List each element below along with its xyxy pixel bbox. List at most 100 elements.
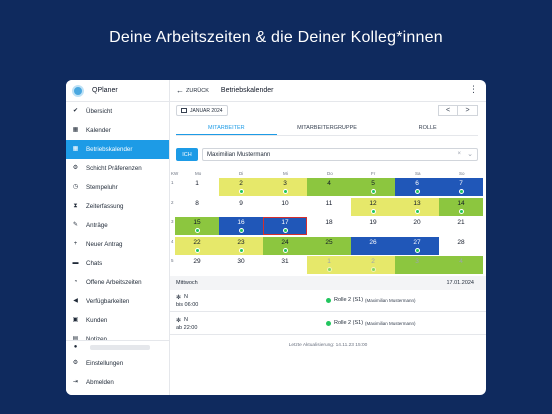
day-number: 26 (369, 238, 377, 246)
day-number: 13 (413, 199, 421, 207)
calendar-day[interactable]: 31 (263, 256, 307, 274)
sidebar-item-anträge[interactable]: ✎ Anträge (66, 216, 169, 235)
calendar-day[interactable]: 13 (395, 197, 439, 216)
role-name: Rolle 2 (S1) (334, 320, 364, 326)
sidebar-item-label: Verfügbarkeiten (86, 298, 130, 305)
calendar-day[interactable]: 3 (395, 256, 439, 274)
sidebar-item-stempeluhr[interactable]: ◷ Stempeluhr (66, 178, 169, 197)
calendar-day[interactable]: 26 (351, 236, 395, 255)
calendar-day[interactable]: 7 (439, 178, 483, 196)
next-month-button[interactable]: > (458, 105, 478, 116)
calendar-day[interactable]: 9 (219, 198, 263, 216)
calendar-day[interactable]: 16 (219, 217, 263, 235)
sidebar-item-chats[interactable]: ▬ Chats (66, 254, 169, 273)
clear-icon[interactable]: × (457, 151, 461, 157)
weekday-header: Fr (371, 171, 376, 176)
calendar-day[interactable]: 27 (395, 236, 439, 255)
calendar-day[interactable]: 19 (351, 217, 395, 235)
me-button[interactable]: ICH (176, 148, 198, 161)
sidebar-item-label: Kunden (86, 317, 108, 324)
shift-role: Rolle 2 (S1) (Maximilian Mustermann) (326, 320, 416, 326)
sidebar-item-einstellungen[interactable]: ⚙ Einstellungen (66, 354, 170, 373)
calendar-day[interactable]: 28 (439, 237, 483, 255)
prev-month-button[interactable]: < (438, 105, 458, 116)
user-row[interactable]: ● (66, 340, 170, 354)
calendar-day[interactable]: 23 (219, 236, 263, 255)
sidebar-footer-nav: ⚙ Einstellungen ⇥ Abmelden (66, 354, 170, 392)
calendar-day[interactable]: 3 (263, 178, 307, 196)
calendar-day[interactable]: 15 (175, 217, 219, 235)
sidebar-item-kalender[interactable]: ▦ Kalender (66, 121, 169, 140)
calendar-day[interactable]: 1 (175, 178, 219, 196)
chat-icon: ▬ (72, 260, 79, 266)
shift-code: N (184, 294, 188, 300)
calendar-day[interactable]: 4 (439, 256, 483, 274)
sidebar-item-übersicht[interactable]: ✔ Übersicht (66, 102, 169, 121)
day-number: 15 (193, 219, 201, 226)
user-name-placeholder (90, 345, 150, 350)
chevron-down-icon[interactable]: ⌄ (467, 151, 473, 158)
calendar-day[interactable]: 2 (219, 178, 263, 196)
day-number: 8 (195, 199, 199, 207)
employee-select[interactable]: Maximilian Mustermann × ⌄ (202, 148, 478, 161)
tab-rolle[interactable]: ROLLE (418, 125, 437, 131)
sidebar-item-schicht-präferenzen[interactable]: ⚙ Schicht Präferenzen (66, 159, 169, 178)
day-number: 2 (239, 180, 243, 187)
day-number: 19 (369, 219, 377, 226)
calendar-day[interactable]: 25 (307, 236, 351, 255)
sidebar-item-abmelden[interactable]: ⇥ Abmelden (66, 373, 170, 392)
week-number: 2 (171, 199, 174, 205)
day-number: 12 (369, 199, 377, 207)
day-number: 3 (283, 180, 287, 187)
calendar-day[interactable]: 20 (395, 217, 439, 235)
sidebar-item-verfügbarkeiten[interactable]: ◀ Verfügbarkeiten (66, 292, 169, 311)
calendar-day[interactable]: 8 (175, 198, 219, 216)
app-name: QPlaner (92, 87, 118, 94)
customers-icon: ▣ (72, 317, 79, 323)
tab-mitarbeitergruppe[interactable]: MITARBEITERGRUPPE (297, 125, 357, 131)
calendar-day[interactable]: 21 (439, 217, 483, 235)
calendar-day[interactable]: 6 (395, 178, 439, 196)
sidebar-item-kunden[interactable]: ▣ Kunden (66, 311, 169, 330)
month-picker-button[interactable]: JANUAR 2024 (176, 105, 228, 116)
sidebar-item-betriebskalender[interactable]: ▦ Betriebskalender (66, 140, 169, 159)
calendar-day[interactable]: 4 (307, 178, 351, 196)
shift-dot-icon (414, 189, 420, 194)
calendar-day[interactable]: 1 (307, 256, 351, 274)
calendar-day[interactable]: 2 (351, 256, 395, 274)
calendar-day[interactable]: 18 (307, 217, 351, 235)
sidebar-item-zeiterfassung[interactable]: ⧗ Zeiterfassung (66, 197, 169, 216)
more-vertical-icon[interactable]: ⋮ (469, 84, 478, 94)
calendar-day[interactable]: 11 (307, 198, 351, 216)
calendar-day[interactable]: 17 (263, 217, 307, 235)
day-number: 21 (457, 219, 465, 226)
week-number: 1 (171, 180, 174, 185)
shift-dot-icon (370, 189, 376, 194)
day-number: 25 (325, 238, 333, 246)
sidebar-item-notizen[interactable]: ▤ Notizen (66, 330, 169, 349)
calendar-icon (181, 108, 187, 113)
back-button[interactable]: ← ZURÜCK (176, 86, 209, 95)
calendar-day[interactable]: 12 (351, 197, 395, 216)
day-date: 17.01.2024 (446, 280, 474, 286)
day-number: 14 (457, 199, 465, 207)
day-number: 18 (325, 219, 333, 226)
sidebar-item-neuer-antrag[interactable]: + Neuer Antrag (66, 235, 169, 254)
day-number: 22 (193, 238, 201, 246)
calendar-day[interactable]: 24 (263, 236, 307, 255)
sidebar-item-label: Zeiterfassung (86, 203, 124, 210)
calendar-day[interactable]: 30 (219, 256, 263, 274)
tab-mitarbeiter[interactable]: MITARBEITER (176, 122, 277, 135)
shift-row[interactable]: ✻ N ab 22:00 Rolle 2 (S1) (Maximilian Mu… (170, 313, 486, 335)
shift-time: ab 22:00 (176, 325, 198, 331)
shift-dot-icon (238, 247, 244, 253)
calendar-day[interactable]: 29 (175, 256, 219, 274)
calendar-day[interactable]: 5 (351, 178, 395, 196)
shift-row[interactable]: ✻ N bis 06:00 Rolle 2 (S1) (Maximilian M… (170, 290, 486, 312)
calendar-day[interactable]: 22 (175, 236, 219, 255)
day-number: 2 (371, 258, 375, 265)
calendar-day[interactable]: 14 (439, 197, 483, 216)
sidebar-item-offene-arbeitszeiten[interactable]: ◔ Offene Arbeitszeiten (66, 273, 169, 292)
day-number: 23 (237, 238, 245, 246)
calendar-day[interactable]: 10 (263, 198, 307, 216)
